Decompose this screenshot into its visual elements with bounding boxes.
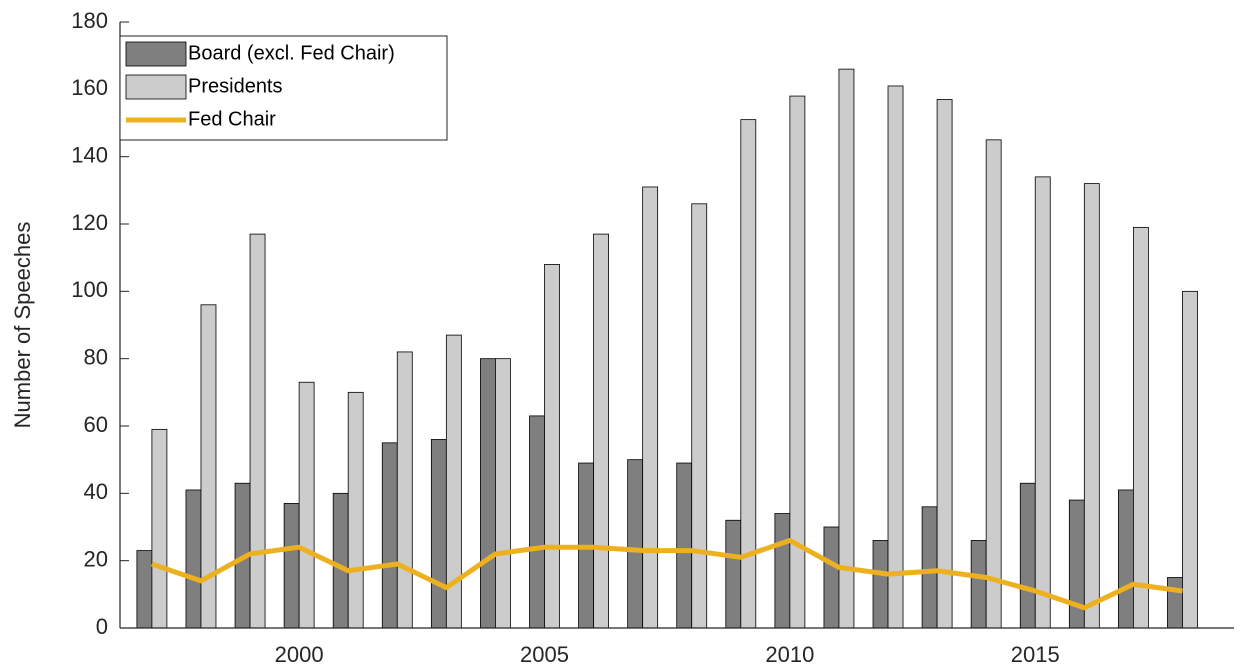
bar bbox=[1019, 482, 1036, 629]
bar bbox=[185, 489, 202, 629]
y-tick-label: 160 bbox=[71, 75, 108, 100]
bar bbox=[1117, 489, 1134, 629]
legend-label: Presidents bbox=[188, 75, 283, 97]
y-tick-label: 100 bbox=[71, 277, 108, 302]
y-tick-label: 60 bbox=[84, 412, 108, 437]
bar bbox=[985, 139, 1002, 629]
y-tick-label: 0 bbox=[96, 614, 108, 639]
bar bbox=[529, 415, 545, 629]
bar bbox=[151, 428, 168, 629]
legend: Board (excl. Fed Chair) Presidents Fed Cha… bbox=[119, 35, 448, 141]
x-tick-label: 2010 bbox=[765, 642, 814, 667]
bar bbox=[838, 68, 855, 629]
bar bbox=[1167, 577, 1183, 629]
bar bbox=[332, 492, 349, 629]
bar bbox=[593, 233, 609, 629]
bar bbox=[642, 186, 659, 629]
bar bbox=[298, 381, 315, 629]
bar bbox=[1034, 176, 1051, 629]
y-tick-label: 80 bbox=[84, 344, 108, 369]
bar bbox=[430, 439, 447, 629]
bar bbox=[283, 503, 300, 629]
bar bbox=[872, 540, 889, 629]
y-tick-label: 40 bbox=[84, 479, 108, 504]
x-tick-label: 2005 bbox=[520, 642, 569, 667]
bar bbox=[381, 442, 398, 629]
bar bbox=[249, 233, 266, 629]
bar bbox=[725, 519, 742, 629]
bar bbox=[887, 85, 904, 629]
y-tick-label: 120 bbox=[71, 210, 108, 235]
bar bbox=[921, 506, 938, 629]
bar bbox=[970, 540, 987, 629]
legend-swatch bbox=[125, 74, 187, 100]
bar bbox=[676, 462, 693, 629]
bar bbox=[936, 99, 953, 629]
legend-label: Board (excl. Fed Chair) bbox=[188, 42, 395, 64]
x-tick-label: 2015 bbox=[1011, 642, 1060, 667]
bar bbox=[544, 263, 560, 629]
bar bbox=[480, 358, 496, 629]
bar bbox=[774, 513, 791, 629]
y-axis-label: Number of Speeches bbox=[10, 222, 35, 429]
legend-swatch bbox=[125, 41, 187, 67]
x-tick-label: 2000 bbox=[275, 642, 324, 667]
bar bbox=[495, 358, 511, 629]
y-tick-label: 180 bbox=[71, 8, 108, 33]
y-tick-label: 20 bbox=[84, 546, 108, 571]
bar bbox=[396, 351, 413, 629]
bar bbox=[1083, 183, 1100, 629]
bar bbox=[1182, 290, 1198, 629]
bar bbox=[627, 459, 644, 629]
bar bbox=[823, 526, 840, 629]
bar bbox=[136, 550, 153, 629]
bar bbox=[691, 203, 708, 629]
y-tick-label: 140 bbox=[71, 142, 108, 167]
line bbox=[151, 537, 1183, 611]
bar bbox=[347, 391, 364, 629]
legend-label: Fed Chair bbox=[188, 108, 276, 130]
bar bbox=[1132, 226, 1149, 629]
